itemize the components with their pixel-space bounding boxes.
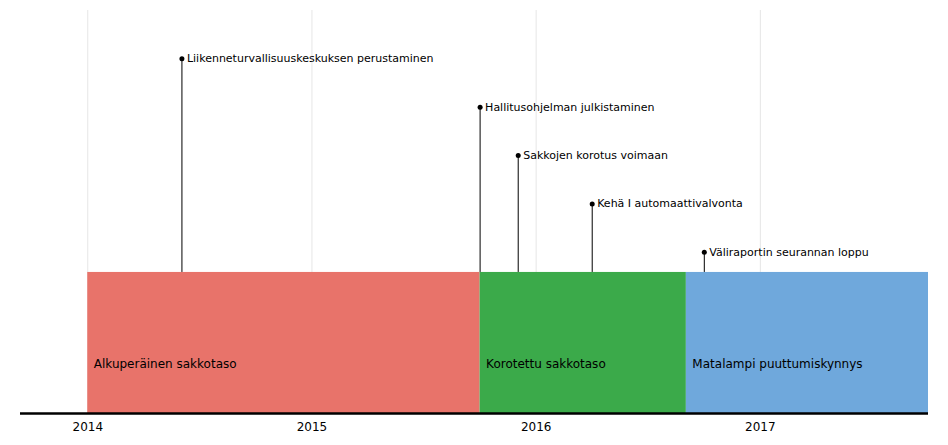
svg-text:Alkuperäinen sakkotaso: Alkuperäinen sakkotaso	[94, 357, 237, 371]
svg-text:Korotettu sakkotaso: Korotettu sakkotaso	[486, 357, 606, 371]
svg-text:Kehä I automaattivalvonta: Kehä I automaattivalvonta	[597, 197, 743, 210]
svg-text:2015: 2015	[297, 420, 328, 434]
svg-text:Hallitusohjelman julkistaminen: Hallitusohjelman julkistaminen	[485, 101, 655, 114]
svg-text:2014: 2014	[72, 420, 103, 434]
svg-text:Liikenneturvallisuuskeskuksen: Liikenneturvallisuuskeskuksen perustamin…	[187, 52, 434, 65]
svg-text:2016: 2016	[521, 420, 552, 434]
svg-text:Sakkojen korotus voimaan: Sakkojen korotus voimaan	[523, 149, 668, 162]
svg-text:Matalampi puuttumiskynnys: Matalampi puuttumiskynnys	[692, 357, 862, 371]
svg-text:2017: 2017	[745, 420, 776, 434]
svg-text:Väliraportin seurannan loppu: Väliraportin seurannan loppu	[709, 246, 868, 259]
